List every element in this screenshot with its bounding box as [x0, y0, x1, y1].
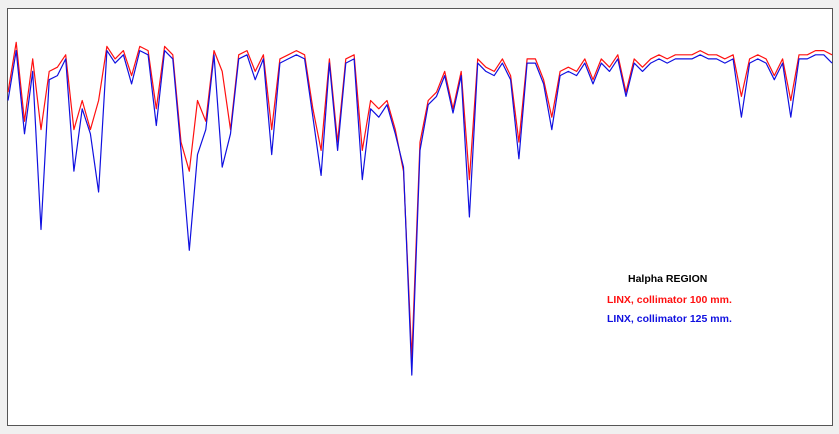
- legend-entry: LINX, collimator 125 mm.: [607, 313, 732, 325]
- spectrum-line: [7, 50, 833, 376]
- legend-entry: LINX, collimator 100 mm.: [607, 294, 732, 306]
- spectrum-line: [7, 41, 833, 359]
- plot-area: [7, 8, 833, 426]
- chart-title: Halpha REGION: [628, 273, 707, 285]
- lines: [7, 41, 833, 376]
